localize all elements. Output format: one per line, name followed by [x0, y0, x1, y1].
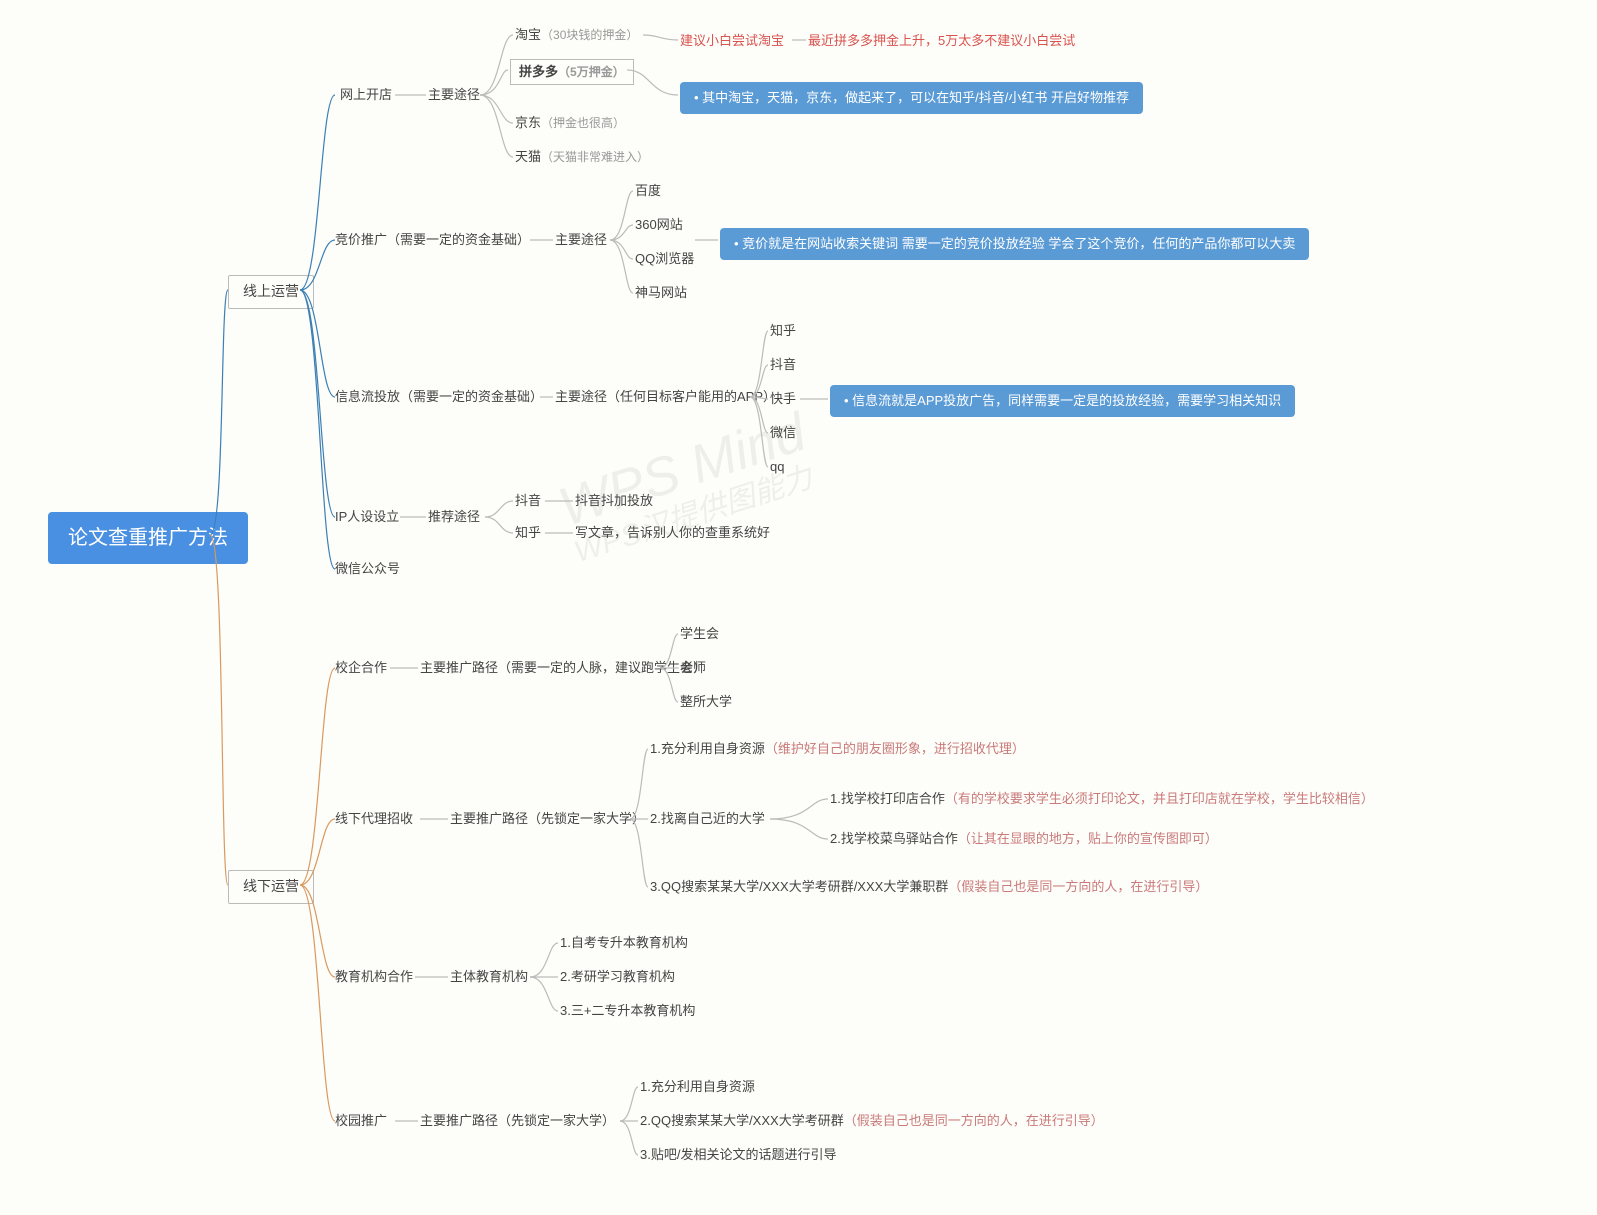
shop-node[interactable]: 网上开店: [340, 86, 392, 104]
sem-ch-0[interactable]: 百度: [635, 182, 661, 200]
offline-node[interactable]: 线下运营: [228, 870, 314, 904]
feed-route: 主要途径（任何目标客户能用的APP）: [555, 388, 776, 406]
agent-route: 主要推广路径（先锁定一家大学）: [450, 810, 645, 828]
campus-s3: 3.贴吧/发相关论文的话题进行引导: [640, 1146, 836, 1164]
agent-s3: 3.QQ搜索某某大学/XXX大学考研群/XXX大学兼职群（假装自己也是同一方向的…: [650, 878, 1208, 896]
shop-tip2: 最近拼多多押金上升，5万太多不建议小白尝试: [808, 32, 1075, 50]
ip-douyin[interactable]: 抖音: [515, 492, 541, 510]
schoolent-t2[interactable]: 整所大学: [680, 693, 732, 711]
feed-app-4[interactable]: qq: [770, 458, 784, 476]
online-node[interactable]: 线上运营: [228, 275, 314, 309]
ip-douyin-note: 抖音抖加投放: [575, 492, 653, 510]
platform-pdd[interactable]: 拼多多（5万押金）: [510, 59, 634, 85]
campus-s1: 1.充分利用自身资源: [640, 1078, 755, 1096]
feed-node[interactable]: 信息流投放（需要一定的资金基础）: [335, 388, 543, 406]
platform-taobao[interactable]: 淘宝（30块钱的押金）: [515, 26, 638, 44]
edu-org-1[interactable]: 2.考研学习教育机构: [560, 968, 675, 986]
sem-ch-2[interactable]: QQ浏览器: [635, 250, 694, 268]
root-node[interactable]: 论文查重推广方法: [48, 512, 248, 564]
sem-route: 主要途径: [555, 231, 607, 249]
connector-lines: [0, 0, 1597, 1215]
schoolent-route: 主要推广路径（需要一定的人脉，建议跑学生会）: [420, 659, 706, 677]
shop-callout: 其中淘宝，天猫，京东，做起来了，可以在知乎/抖音/小红书 开启好物推荐: [680, 82, 1143, 114]
campus-s2: 2.QQ搜索某某大学/XXX大学考研群（假装自己也是同一方向的人，在进行引导）: [640, 1112, 1104, 1130]
shop-route: 主要途径: [428, 86, 480, 104]
feed-app-2[interactable]: 快手: [770, 390, 796, 408]
sem-ch-3[interactable]: 神马网站: [635, 284, 687, 302]
campus-node[interactable]: 校园推广: [335, 1112, 387, 1130]
agent-s2-sub2: 2.找学校菜鸟驿站合作（让其在显眼的地方，贴上你的宣传图即可）: [830, 830, 1218, 848]
platform-tmall[interactable]: 天猫（天猫非常难进入）: [515, 148, 649, 166]
feed-app-3[interactable]: 微信: [770, 424, 796, 442]
feed-app-1[interactable]: 抖音: [770, 356, 796, 374]
agent-node[interactable]: 线下代理招收: [335, 810, 413, 828]
schoolent-t1[interactable]: 老师: [680, 659, 706, 677]
edu-org-0[interactable]: 1.自考专升本教育机构: [560, 934, 688, 952]
ip-route: 推荐途径: [428, 508, 480, 526]
schoolent-t0[interactable]: 学生会: [680, 625, 719, 643]
schoolent-node[interactable]: 校企合作: [335, 659, 387, 677]
campus-route: 主要推广路径（先锁定一家大学）: [420, 1112, 615, 1130]
agent-s2-sub1: 1.找学校打印店合作（有的学校要求学生必须打印论文，并且打印店就在学校，学生比较…: [830, 790, 1374, 808]
edu-route: 主体教育机构: [450, 968, 528, 986]
edu-node[interactable]: 教育机构合作: [335, 968, 413, 986]
sem-ch-1[interactable]: 360网站: [635, 216, 683, 234]
agent-s2: 2.找离自己近的大学: [650, 810, 765, 828]
feed-callout: 信息流就是APP投放广告，同样需要一定是的投放经验，需要学习相关知识: [830, 385, 1295, 417]
sem-node[interactable]: 竞价推广（需要一定的资金基础）: [335, 231, 530, 249]
sem-callout: 竞价就是在网站收索关键词 需要一定的竞价投放经验 学会了这个竞价，任何的产品你都…: [720, 228, 1309, 260]
platform-jd[interactable]: 京东（押金也很高）: [515, 114, 625, 132]
edu-org-2[interactable]: 3.三+二专升本教育机构: [560, 1002, 695, 1020]
ip-node[interactable]: IP人设设立: [335, 508, 399, 526]
agent-s1: 1.充分利用自身资源（维护好自己的朋友圈形象，进行招收代理）: [650, 740, 1025, 758]
ip-zhihu-note: 写文章，告诉别人你的查重系统好: [575, 524, 770, 542]
wechat-node[interactable]: 微信公众号: [335, 560, 400, 578]
ip-zhihu[interactable]: 知乎: [515, 524, 541, 542]
shop-tip1: 建议小白尝试淘宝: [680, 32, 784, 50]
feed-app-0[interactable]: 知乎: [770, 322, 796, 340]
